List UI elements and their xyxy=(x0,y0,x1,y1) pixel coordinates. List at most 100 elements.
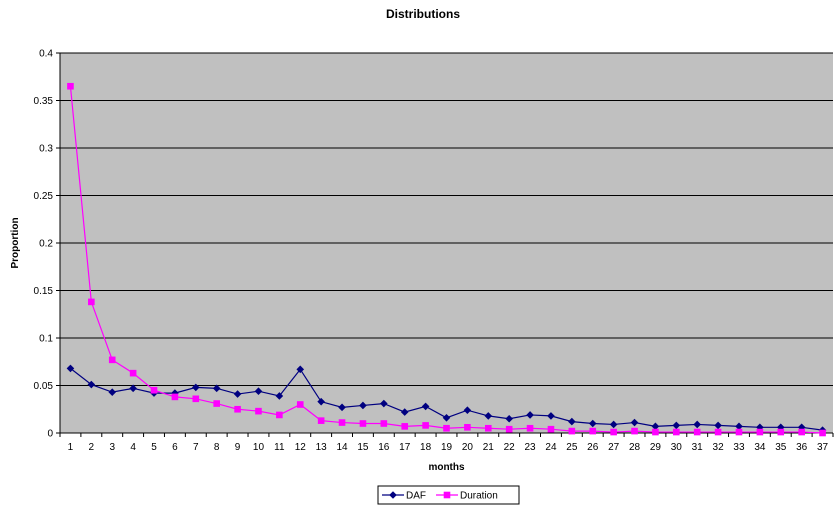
duration-point xyxy=(464,424,471,431)
daf-point xyxy=(463,406,472,414)
y-tick-label: 0.05 xyxy=(34,381,54,392)
y-tick-label: 0 xyxy=(47,429,53,440)
daf-point xyxy=(630,418,639,427)
x-tick-label: 32 xyxy=(713,442,725,453)
legend: DAF Duration xyxy=(377,485,520,505)
daf-point xyxy=(338,403,346,412)
daf-point xyxy=(442,414,451,422)
series-duration xyxy=(67,82,826,437)
duration-point xyxy=(129,369,137,377)
daf-point xyxy=(191,383,200,392)
chart-title: Distributions xyxy=(386,7,460,21)
duration-point xyxy=(213,400,220,407)
x-tick-label: 27 xyxy=(608,442,620,453)
duration-point xyxy=(505,425,513,433)
duration-point xyxy=(88,298,95,306)
duration-point xyxy=(401,423,409,430)
x-tick-label: 18 xyxy=(420,442,432,453)
duration-point xyxy=(714,428,722,436)
x-tick-label: 25 xyxy=(566,442,578,453)
x-axis-title: months xyxy=(428,462,465,473)
daf-point xyxy=(317,397,325,406)
x-tick-label: 24 xyxy=(545,442,557,453)
x-tick-label: 3 xyxy=(109,442,115,453)
duration-point xyxy=(610,428,617,436)
x-tick-label: 14 xyxy=(336,442,348,453)
x-tick-label: 4 xyxy=(130,442,136,453)
duration-point xyxy=(652,428,659,436)
daf-point xyxy=(129,384,137,393)
x-tick-label: 33 xyxy=(733,442,745,453)
x-tick-label: 19 xyxy=(441,442,453,453)
x-tick-label: 12 xyxy=(295,442,307,453)
y-tick-label: 0.3 xyxy=(39,144,53,155)
x-tick-label: 8 xyxy=(214,442,220,453)
x-tick-label: 11 xyxy=(274,442,285,453)
legend-duration-marker xyxy=(443,491,451,499)
duration-point xyxy=(735,428,743,436)
x-tick-label: 22 xyxy=(504,442,516,453)
daf-point xyxy=(505,414,513,423)
x-tick-label: 37 xyxy=(817,442,829,453)
x-tick-label: 5 xyxy=(151,442,157,453)
legend-daf-label: DAF xyxy=(406,491,426,502)
daf-point xyxy=(547,412,555,420)
duration-point xyxy=(693,428,701,436)
duration-point xyxy=(484,424,492,432)
duration-point xyxy=(108,356,116,364)
duration-point xyxy=(338,419,346,426)
daf-point xyxy=(108,388,117,396)
daf-point xyxy=(609,420,618,429)
x-tick-label: 20 xyxy=(462,442,474,453)
duration-point xyxy=(798,428,805,436)
daf-point xyxy=(735,422,743,431)
duration-point xyxy=(631,427,638,435)
daf-point xyxy=(233,390,242,398)
duration-point xyxy=(422,422,429,429)
x-tick-label: 2 xyxy=(89,442,95,453)
y-tick-label: 0.15 xyxy=(34,286,54,297)
daf-point xyxy=(568,417,576,426)
duration-point xyxy=(673,428,680,436)
x-tick-label: 16 xyxy=(378,442,390,453)
legend-items: DAF Duration xyxy=(382,491,498,502)
duration-point xyxy=(276,411,283,419)
legend-duration-label: Duration xyxy=(460,491,498,502)
x-tick-label: 30 xyxy=(671,442,683,453)
daf-point xyxy=(87,380,96,389)
y-tick-label: 0.2 xyxy=(39,239,53,250)
daf-point xyxy=(212,384,221,393)
x-tick-label: 23 xyxy=(525,442,537,453)
y-tick-label: 0.25 xyxy=(34,191,54,202)
duration-point xyxy=(819,429,826,437)
x-tick-label: 15 xyxy=(357,442,369,453)
x-tick-label: 6 xyxy=(172,442,178,453)
x-tick-label: 35 xyxy=(775,442,787,453)
x-tick-label: 31 xyxy=(692,442,704,453)
legend-daf-marker xyxy=(389,491,397,499)
daf-point xyxy=(296,365,305,374)
x-tick-label: 1 xyxy=(68,442,74,453)
duration-point xyxy=(296,401,304,408)
y-tick-label: 0.4 xyxy=(39,49,53,60)
duration-point xyxy=(380,420,388,427)
x-tick-label: 10 xyxy=(253,442,265,453)
duration-point xyxy=(526,424,534,432)
daf-point xyxy=(776,423,785,432)
x-tick-label: 13 xyxy=(316,442,328,453)
duration-point xyxy=(234,405,241,413)
x-tick-label: 21 xyxy=(483,442,495,453)
x-tick-label: 7 xyxy=(193,442,199,453)
duration-point xyxy=(443,424,450,432)
x-tick-label: 36 xyxy=(796,442,808,453)
duration-point xyxy=(547,425,555,433)
duration-point xyxy=(756,428,764,436)
duration-point xyxy=(255,407,262,415)
x-tick-label: 17 xyxy=(399,442,411,453)
x-tick-label: 9 xyxy=(235,442,241,453)
series-layer xyxy=(66,82,827,437)
duration-point xyxy=(192,395,200,403)
daf-point xyxy=(672,421,681,430)
grid-lines xyxy=(60,52,833,386)
daf-point xyxy=(66,364,75,373)
